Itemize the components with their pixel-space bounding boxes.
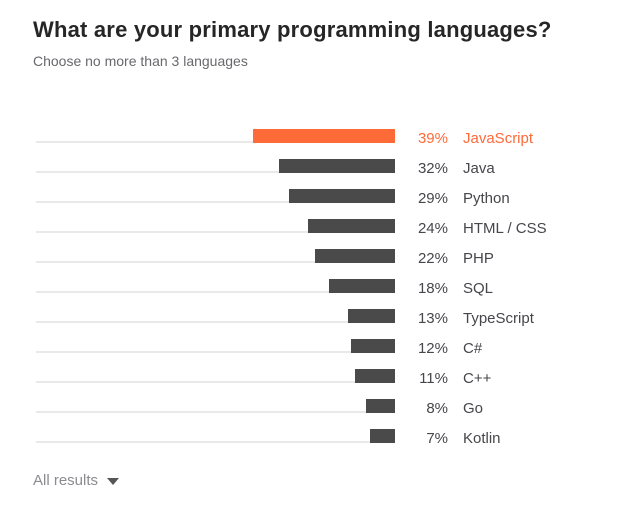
category-label: JavaScript xyxy=(463,130,534,147)
category-label: SQL xyxy=(463,280,494,297)
category-label: Go xyxy=(463,400,484,417)
category-label: Java xyxy=(463,160,495,177)
bar-track xyxy=(36,231,395,233)
all-results-dropdown[interactable]: All results xyxy=(33,471,120,491)
value-label: 24% xyxy=(417,220,448,237)
bar-track xyxy=(36,441,395,443)
bar-track xyxy=(36,141,395,143)
caret-down-icon xyxy=(107,477,120,485)
value-label: 8% xyxy=(426,400,448,417)
bar xyxy=(253,129,395,143)
chart-row: 11% C++ xyxy=(0,366,642,396)
bar xyxy=(347,309,395,323)
value-label: 18% xyxy=(417,280,448,297)
value-label: 7% xyxy=(426,430,448,447)
bar xyxy=(365,399,395,413)
value-label: 12% xyxy=(417,340,448,357)
bar xyxy=(354,369,395,383)
bar-track xyxy=(36,291,395,293)
bar xyxy=(351,339,395,353)
bar-track xyxy=(36,201,395,203)
chart-row: 32% Java xyxy=(0,156,642,186)
category-label: C# xyxy=(463,340,483,357)
value-label: 29% xyxy=(417,190,448,207)
chart-row: 13% TypeScript xyxy=(0,306,642,336)
bar-track xyxy=(36,171,395,173)
value-label: 39% xyxy=(417,130,448,147)
category-label: HTML / CSS xyxy=(463,220,547,237)
chart-row: 18% SQL xyxy=(0,276,642,306)
chart-row: 22% PHP xyxy=(0,246,642,276)
bar xyxy=(329,279,395,293)
bar-track xyxy=(36,381,395,383)
category-label: C++ xyxy=(463,370,492,387)
category-label: Python xyxy=(463,190,510,207)
chart-row: 39% JavaScript xyxy=(0,126,642,156)
category-label: TypeScript xyxy=(463,310,534,327)
bar xyxy=(307,219,395,233)
page-title: What are your primary programming langua… xyxy=(33,17,552,42)
bar xyxy=(314,249,395,263)
chart-row: 24% HTML / CSS xyxy=(0,216,642,246)
languages-bar-chart: 39% JavaScript 32% Java 29% Python 24% HTML / C… xyxy=(0,126,642,456)
bar xyxy=(289,189,395,203)
bar xyxy=(278,159,395,173)
bar-track xyxy=(36,351,395,353)
value-label: 32% xyxy=(417,160,448,177)
chart-row: 7% Kotlin xyxy=(0,426,642,456)
bar-track xyxy=(36,261,395,263)
bar xyxy=(369,429,395,443)
all-results-label: All results xyxy=(33,472,99,489)
value-label: 22% xyxy=(417,250,448,267)
chart-row: 12% C# xyxy=(0,336,642,366)
chart-row: 8% Go xyxy=(0,396,642,426)
value-label: 11% xyxy=(419,370,448,387)
chart-row: 29% Python xyxy=(0,186,642,216)
value-label: 13% xyxy=(417,310,448,327)
bar-track xyxy=(36,411,395,413)
category-label: PHP xyxy=(463,250,494,267)
category-label: Kotlin xyxy=(463,430,501,447)
page-subtitle: Choose no more than 3 languages xyxy=(33,53,248,69)
bar-track xyxy=(36,321,395,323)
